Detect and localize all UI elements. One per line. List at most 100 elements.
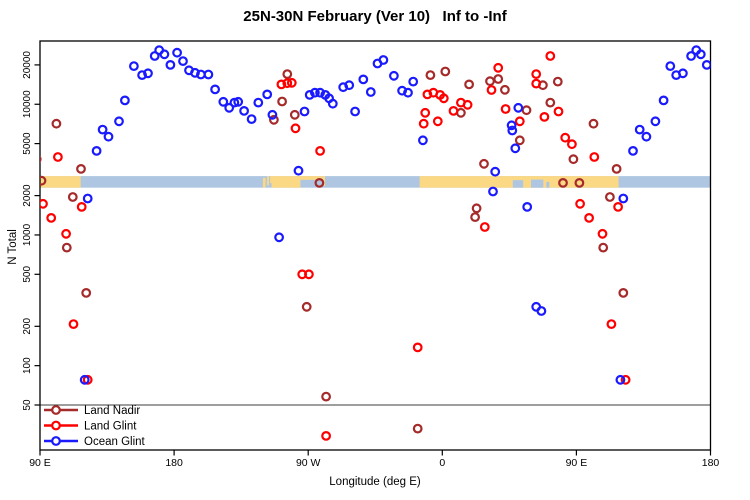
data-point-ocean-glint [513,102,524,113]
data-point-land-nadir [618,288,629,298]
data-point-land-nadir [81,288,92,298]
data-point-ocean-glint [358,74,369,85]
data-point-ocean-glint [178,56,188,66]
data-point-ocean-glint [403,87,413,98]
data-point-land-nadir [568,154,579,165]
data-point-ocean-glint [103,131,114,142]
data-point-ocean-glint [304,89,315,100]
data-point-land-glint [438,93,449,104]
x-axis-label: Longitude (deg E) [329,476,421,488]
data-point-land-nadir [61,242,72,253]
data-point-land-glint [422,89,433,100]
data-point-ocean-glint [658,95,669,106]
data-point-ocean-glint [190,67,200,78]
data-point-ocean-glint [365,87,376,97]
data-point-ocean-glint [79,374,90,385]
data-point-land-glint [567,139,577,150]
x-tick-label: 90 E [29,457,51,469]
x-tick-label: 0 [439,457,445,469]
y-tick-label: 10000 [22,90,33,118]
data-point-land-nadir [464,79,475,90]
data-point-land-nadir [51,118,62,129]
data-point-land-nadir [425,70,436,80]
data-point-land-nadir [605,192,615,202]
data-point-ocean-glint [315,87,326,98]
data-point-land-nadir [321,391,332,402]
data-point-ocean-glint [246,114,257,124]
data-point-land-nadir [412,423,423,434]
data-point-land-glint [620,374,631,385]
data-point-land-glint [321,431,332,441]
data-point-ocean-glint [262,89,273,100]
data-point-ocean-glint [224,102,235,113]
data-point-land-glint [531,69,542,79]
data-point-ocean-glint [149,51,160,61]
data-point-land-nadir [277,96,288,107]
y-tick-label: 100 [22,357,33,374]
data-point-land-glint [76,201,87,212]
data-point-ocean-glint [408,76,419,87]
data-point-land-nadir [598,242,609,253]
map-band-land-segment [267,176,270,186]
data-point-land-nadir [440,66,451,77]
data-point-ocean-glint [536,306,547,316]
data-point-land-glint [613,201,623,212]
data-point-land-nadir [40,175,47,186]
data-point-land-glint [412,342,423,353]
data-point-land-glint [584,212,594,223]
data-point-ocean-glint [389,70,399,81]
data-point-ocean-glint [678,68,688,79]
data-point-land-nadir [552,76,563,87]
data-point-land-glint [553,106,564,117]
legend-marker-icon [51,405,61,415]
map-band-land-segment [262,177,266,188]
data-point-ocean-glint [128,61,139,71]
legend-item-ocean-glint: Ocean Glint [44,436,146,448]
plot-title: 25N-30N February (Ver 10) Inf to -Inf [243,8,507,25]
data-point-ocean-glint [695,49,706,60]
data-point-land-nadir [493,74,504,84]
legend-label: Ocean Glint [84,436,146,448]
data-point-ocean-glint [350,106,361,117]
data-point-ocean-glint [119,95,130,106]
map-band-land-segment [300,176,322,180]
data-point-ocean-glint [137,70,148,80]
data-point-ocean-glint [172,47,183,58]
data-point-land-glint [286,77,297,88]
data-point-land-nadir [545,97,556,108]
data-point-ocean-glint [203,69,214,80]
data-point-land-glint [500,104,511,114]
data-point-ocean-glint [165,60,176,70]
y-tick-label: 50 [22,399,33,411]
data-point-land-nadir [470,212,481,223]
data-point-ocean-glint [82,193,93,204]
data-point-land-glint [315,145,326,156]
map-band-ocean-notch [546,181,550,188]
data-point-land-nadir [282,69,293,79]
data-point-land-nadir [574,177,585,188]
data-point-land-glint [462,99,473,110]
data-point-land-nadir [611,163,622,174]
data-point-land-nadir [76,163,86,174]
data-point-land-glint [448,105,459,116]
data-point-land-glint [40,198,48,209]
data-point-land-glint [304,269,314,280]
y-axis-label: N Total [7,229,19,265]
data-point-ocean-glint [97,124,108,135]
data-point-ocean-glint [114,116,124,127]
data-point-land-nadir [40,155,42,163]
data-point-ocean-glint [210,84,221,95]
data-point-land-nadir [514,135,525,146]
data-point-land-nadir [289,109,300,120]
data-point-land-glint [545,51,556,61]
data-point-land-glint [418,118,429,129]
data-point-land-glint [61,228,71,239]
x-tick-label: 90 E [566,457,588,469]
data-point-land-nadir [500,84,510,95]
data-point-ocean-glint [327,98,338,109]
data-point-land-nadir [269,114,279,125]
data-point-land-nadir [521,105,532,116]
data-point-ocean-glint [91,145,102,156]
data-point-land-nadir [301,301,312,312]
data-point-ocean-glint [490,166,501,177]
